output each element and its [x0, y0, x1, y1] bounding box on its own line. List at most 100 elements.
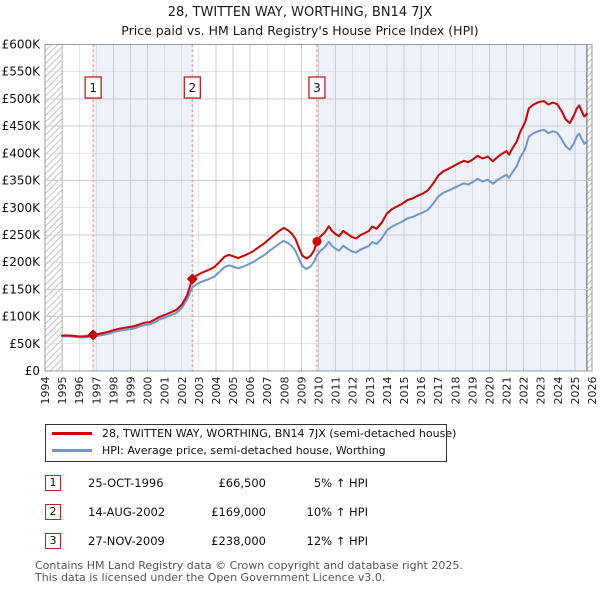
hatch-line — [586, 110, 593, 117]
hatch-line — [586, 292, 593, 299]
hatch-line — [44, 157, 63, 175]
sale-hpi-delta: 5% ↑ HPI — [313, 476, 368, 490]
y-axis-tick-label: £250K — [2, 228, 42, 242]
hatch-line — [586, 162, 593, 169]
hatch-line — [44, 254, 63, 273]
sale-date: 14-AUG-2002 — [88, 505, 166, 519]
hatch-line — [586, 65, 593, 71]
sale-number-box — [84, 76, 102, 99]
hatch-line — [44, 332, 63, 351]
hatch-line — [586, 331, 593, 338]
y-axis-tick-label: £300K — [2, 201, 42, 215]
y-axis-tick-label: £600K — [2, 38, 42, 52]
hatch-line — [586, 344, 593, 351]
y-axis-tick-label: £400K — [2, 146, 42, 160]
x-axis-tick-label: 2005 — [227, 377, 240, 405]
hatch-line — [586, 149, 593, 156]
hatch-line — [44, 105, 63, 123]
hatch-line — [44, 124, 63, 143]
y-axis-tick-label: £150K — [2, 282, 42, 296]
sale-price: £169,000 — [211, 505, 266, 519]
hatch-line — [44, 300, 63, 318]
x-axis-tick-label: 2003 — [193, 377, 206, 405]
hatch-line — [44, 118, 63, 136]
hatch-line — [44, 66, 63, 84]
hatch-line — [586, 58, 593, 65]
hatch-line — [44, 241, 63, 260]
x-axis-tick-label: 2009 — [295, 377, 308, 405]
x-axis-tick-label: 2024 — [552, 377, 565, 405]
hatch-line — [44, 163, 63, 182]
x-axis-tick-label: 2020 — [483, 377, 496, 405]
x-axis-tick-label: 2013 — [364, 377, 377, 405]
x-axis-tick-label: 2001 — [159, 377, 172, 405]
x-axis-tick-label: 2000 — [142, 377, 155, 405]
hatch-line — [586, 143, 593, 149]
x-axis-tick-label: 2016 — [415, 377, 428, 405]
x-axis-tick-label: 1999 — [124, 377, 137, 405]
hatch-line — [586, 208, 593, 214]
y-axis-tick-label: £550K — [2, 65, 42, 79]
hpi-line — [61, 128, 588, 339]
hatch-line — [586, 71, 593, 78]
x-axis-tick-label: 2002 — [176, 377, 189, 405]
hatch-line — [44, 137, 63, 156]
hatch-line — [586, 253, 593, 260]
hatch-line — [586, 260, 593, 266]
sale-date: 27-NOV-2009 — [88, 534, 165, 548]
y-axis-tick-label: £200K — [2, 255, 42, 269]
hatch-line — [44, 72, 63, 91]
hatch-line — [44, 228, 63, 247]
hatch-line — [586, 357, 593, 364]
sale-number-badge: 3 — [45, 533, 61, 549]
sale-marker — [312, 236, 322, 246]
x-axis-tick-label: 2004 — [210, 377, 223, 405]
legend-label-hpi: HPI: Average price, semi-detached house,… — [102, 444, 386, 457]
hatch-line — [44, 59, 63, 78]
hatch-line — [586, 117, 593, 123]
hatch-line — [44, 131, 63, 149]
x-axis-tick-label: 2010 — [313, 377, 326, 405]
legend-line-property — [52, 432, 92, 435]
sale-price: £66,500 — [218, 476, 266, 490]
sale-hpi-delta: 10% ↑ HPI — [306, 505, 368, 519]
hatch-line — [586, 91, 593, 97]
hatch-line — [44, 92, 63, 110]
x-axis-tick-label: 2022 — [518, 377, 531, 405]
hatch-line — [586, 169, 593, 175]
hatch-line — [44, 235, 63, 253]
hatch-line — [586, 130, 593, 136]
hatch-line — [44, 53, 63, 71]
hatch-line — [586, 338, 593, 344]
hatch-line — [44, 339, 63, 357]
gridlines — [44, 44, 593, 372]
y-axis-tick-label: £350K — [2, 174, 42, 188]
hatch-line — [586, 201, 593, 208]
x-axis-tick-label: 2026 — [586, 377, 599, 405]
hatch-line — [49, 358, 63, 372]
hatch-line — [44, 85, 63, 104]
hatch-line — [44, 202, 63, 221]
hatch-line — [44, 274, 63, 292]
page-title: 28, TWITTEN WAY, WORTHING, BN14 7JX — [167, 5, 433, 20]
x-axis-tick-label: 1996 — [73, 377, 86, 405]
hatch-line — [586, 279, 593, 286]
y-axis-tick-label: £450K — [2, 119, 42, 133]
x-axis-tick-label: 2018 — [449, 377, 462, 405]
x-axis-tick-label: 1994 — [39, 377, 52, 405]
sale-number-text: 1 — [89, 81, 97, 95]
x-axis-tick-label: 1997 — [90, 377, 103, 405]
hatch-line — [44, 196, 63, 214]
hatch-line — [586, 240, 593, 247]
y-axis-tick-label: £0 — [25, 364, 40, 378]
hatch-line — [586, 45, 593, 52]
hatch-line — [44, 222, 63, 240]
x-axis-tick-label: 2008 — [278, 377, 291, 405]
hatch-line — [44, 287, 63, 305]
hatch-line — [44, 326, 63, 344]
property-price-line — [61, 100, 588, 338]
y-axis-tick-label: £50K — [9, 337, 41, 351]
hatch-line — [44, 44, 59, 58]
hatch-line — [56, 365, 63, 372]
x-axis-tick-label: 1998 — [107, 377, 120, 405]
